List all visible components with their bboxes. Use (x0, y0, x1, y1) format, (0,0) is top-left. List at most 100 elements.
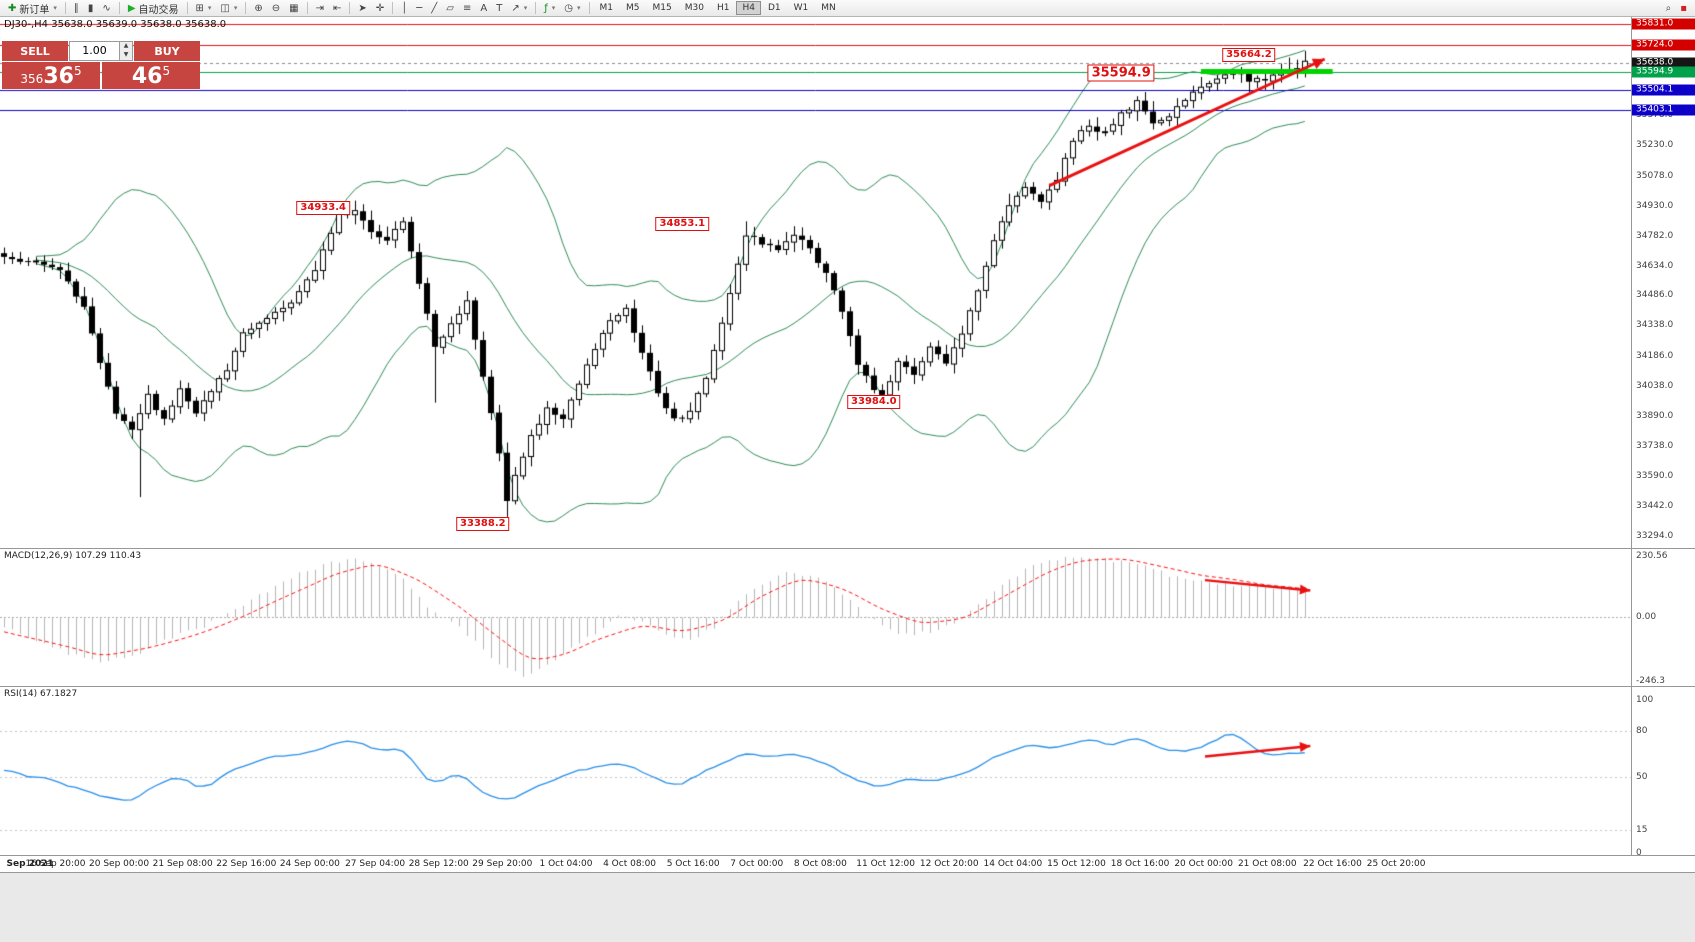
time-axis-label: 21 Oct 08:00 (1237, 859, 1297, 869)
new-order-button[interactable]: ✚ 新订单 ▾ (4, 1, 61, 16)
volume-down-button[interactable]: ▼ (120, 51, 132, 60)
price-axis-tick: 35078.0 (1636, 170, 1674, 181)
time-axis-label: 24 Sep 00:00 (279, 859, 340, 869)
price-axis-tick: 34634.0 (1636, 260, 1674, 271)
toolbar-separator (306, 2, 308, 14)
rsi-canvas[interactable] (0, 687, 1631, 855)
sell-price[interactable]: 356 36 5 (2, 62, 100, 89)
zoom-out-icon[interactable]: ⊖ (268, 1, 284, 16)
chart-line-icon[interactable]: ∿ (98, 1, 114, 16)
volume-spinner: ▲ ▼ (119, 42, 132, 60)
toolbar: ✚ 新订单 ▾ ∥ ▮ ∿ ▶ 自动交易 ⊞ ▾ ◫ ▾ ⊕ ⊖ ▦ ⇥ ⇤ ➤ ✛ │ ─ ╱ ▱ ≡ A T ↗ ▾ ƒ ▾ ◷ ▾ M1 M… (0, 0, 1695, 17)
time-axis[interactable]: Sep 2021 16 Sep 20:00 20 Sep 00:00 21 Sep 0… (0, 856, 1695, 873)
chart-candles-icon[interactable]: ▮ (84, 1, 98, 16)
time-axis-label: 22 Oct 16:00 (1303, 859, 1362, 869)
price-axis-tick: 34782.0 (1636, 230, 1674, 241)
trendline-icon[interactable]: ╱ (427, 1, 441, 16)
timeframe-m30[interactable]: M30 (684, 3, 704, 13)
buy-button[interactable]: BUY (134, 41, 200, 61)
timeframe-h1[interactable]: H1 (716, 3, 730, 13)
tile-windows-icon[interactable]: ▦ (285, 1, 302, 16)
price-level-tag: 35504.1 (1632, 84, 1695, 96)
auto-scroll-icon[interactable]: ⇥ (312, 1, 328, 16)
time-axis-label: 8 Oct 08:00 (793, 859, 847, 869)
timeframe-w1[interactable]: W1 (793, 3, 809, 13)
status-area (0, 873, 1695, 942)
buy-price[interactable]: 46 5 (102, 62, 200, 89)
price-axis-tick: 33590.0 (1636, 471, 1674, 482)
cursor-icon[interactable]: ➤ (354, 1, 370, 16)
toolbar-separator (118, 2, 120, 14)
arrows-tool-icon: ↗ (511, 2, 520, 14)
buy-price-big: 46 (131, 64, 163, 89)
macd-canvas[interactable] (0, 549, 1631, 686)
autotrade-play-icon: ▶ (127, 2, 136, 14)
price-axis[interactable]: 35378.035230.035078.034930.034782.034634… (1631, 17, 1695, 548)
time-axis-label: 18 Oct 16:00 (1110, 859, 1170, 869)
price-chart-canvas[interactable] (0, 17, 1631, 548)
volume-input[interactable]: 1.00 ▲ ▼ (69, 41, 133, 61)
crosshair-icon[interactable]: ✛ (372, 1, 388, 16)
alert-icon[interactable]: ▪ (1676, 1, 1691, 16)
text-label-icon[interactable]: T (492, 1, 506, 16)
arrows-tool-icon[interactable]: ↗ ▾ (507, 1, 531, 16)
fibonacci-icon[interactable]: ≡ (459, 1, 475, 16)
indicators-icon: ƒ (544, 2, 548, 14)
time-axis-label: 12 Oct 20:00 (919, 859, 979, 869)
sell-price-frac: 5 (73, 64, 82, 78)
horizontal-line-icon[interactable]: ─ (412, 1, 426, 16)
dropdown-caret-icon: ▾ (551, 4, 556, 12)
timeframe-m5[interactable]: M5 (626, 3, 640, 13)
time-axis-label: 14 Oct 04:00 (983, 859, 1043, 869)
timeframe-m15[interactable]: M15 (652, 3, 672, 13)
periods-icon[interactable]: ◷ ▾ (560, 1, 584, 16)
new-chart-icon[interactable]: ⊞ ▾ (192, 1, 216, 16)
chart-shift-icon[interactable]: ⇤ (329, 1, 345, 16)
price-level-tag: 35403.1 (1632, 104, 1695, 116)
price-axis-tick: 34930.0 (1636, 200, 1674, 211)
crosshair-icon: ✛ (375, 2, 385, 14)
volume-value[interactable]: 1.00 (82, 44, 107, 57)
dropdown-caret-icon: ▾ (53, 4, 57, 12)
price-level-tag: 35594.9 (1632, 66, 1695, 78)
timeframe-mn[interactable]: MN (821, 3, 836, 13)
price-axis-tick: 33294.0 (1636, 531, 1674, 542)
chart-line-icon: ∿ (102, 2, 111, 14)
chart-candles-icon: ▮ (87, 2, 94, 14)
timeframe-m1[interactable]: M1 (599, 3, 614, 13)
timeframe-d1[interactable]: D1 (767, 3, 781, 13)
alert-icon: ▪ (1680, 2, 1687, 14)
time-axis-label: 28 Sep 12:00 (408, 859, 469, 869)
profiles-icon[interactable]: ◫ ▾ (216, 1, 241, 16)
equidistant-channel-icon[interactable]: ▱ (442, 1, 458, 16)
time-axis-label: 25 Oct 20:00 (1366, 859, 1426, 869)
rsi-axis-tick: 50 (1636, 771, 1648, 782)
trendline-icon: ╱ (431, 2, 438, 14)
buy-price-frac: 5 (162, 64, 171, 78)
toolbar-separator (64, 2, 66, 14)
dropdown-caret-icon: ▾ (577, 4, 581, 12)
rsi-axis[interactable]: 100 80 50 15 0 (1631, 687, 1695, 858)
sell-price-prefix: 356 (20, 72, 44, 86)
time-axis-label: 20 Oct 00:00 (1174, 859, 1234, 869)
equidistant-channel-icon: ▱ (446, 2, 454, 14)
autotrade-button-label: 自动交易 (138, 4, 179, 16)
macd-axis[interactable]: 230.56 0.00 -246.3 (1631, 549, 1695, 686)
chart-bars-icon[interactable]: ∥ (70, 1, 83, 16)
timeframe-h4[interactable]: H4 (736, 1, 761, 15)
text-icon[interactable]: A (476, 1, 491, 16)
time-axis-label: 11 Oct 12:00 (856, 859, 915, 869)
chart-bars-icon: ∥ (73, 2, 79, 14)
price-chart-panel: DJ30-,H4 35638.0 35639.0 35638.0 35638.0… (0, 17, 1695, 549)
volume-up-button[interactable]: ▲ (120, 42, 132, 51)
profiles-icon: ◫ (220, 2, 230, 14)
vertical-line-icon[interactable]: │ (397, 1, 411, 16)
search-icon[interactable]: ⌕ (1662, 1, 1676, 16)
zoom-in-icon[interactable]: ⊕ (250, 1, 266, 16)
sell-button[interactable]: SELL (2, 41, 68, 61)
indicators-icon[interactable]: ƒ ▾ (540, 1, 559, 16)
autotrade-button[interactable]: ▶ 自动交易 (124, 1, 183, 16)
rsi-panel: RSI(14) 67.1827 100 80 50 15 0 (0, 687, 1695, 858)
macd-axis-tick: 0.00 (1636, 611, 1657, 622)
chart-shift-icon: ⇤ (333, 2, 342, 14)
